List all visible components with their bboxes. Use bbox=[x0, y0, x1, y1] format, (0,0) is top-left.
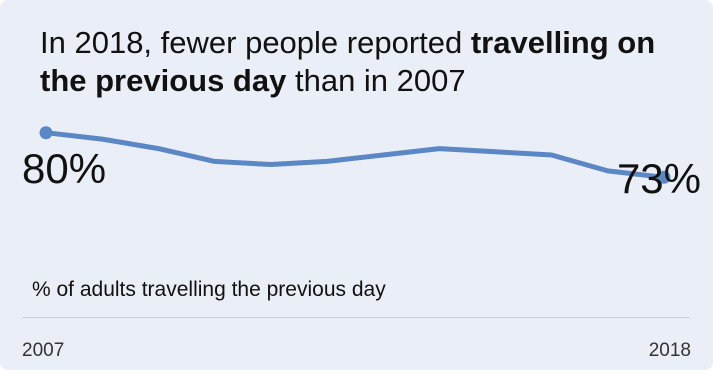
end-point bbox=[657, 170, 671, 184]
title-suffix: than in 2007 bbox=[286, 63, 466, 98]
end-value-label: 73% bbox=[616, 155, 701, 202]
x-tick-label-end: 2018 bbox=[648, 340, 691, 361]
chart-title: In 2018, fewer people reported travellin… bbox=[40, 24, 700, 100]
start-point bbox=[39, 126, 53, 140]
title-bold: travelling on the previous day bbox=[40, 25, 656, 98]
title-prefix: In 2018, fewer people reported bbox=[40, 25, 471, 60]
start-value-label: 80% bbox=[22, 145, 107, 192]
series-line bbox=[43, 130, 667, 180]
y-axis-label: % of adults travelling the previous day bbox=[32, 278, 386, 301]
x-axis-line bbox=[22, 317, 690, 318]
x-tick-label-start: 2007 bbox=[22, 340, 65, 361]
